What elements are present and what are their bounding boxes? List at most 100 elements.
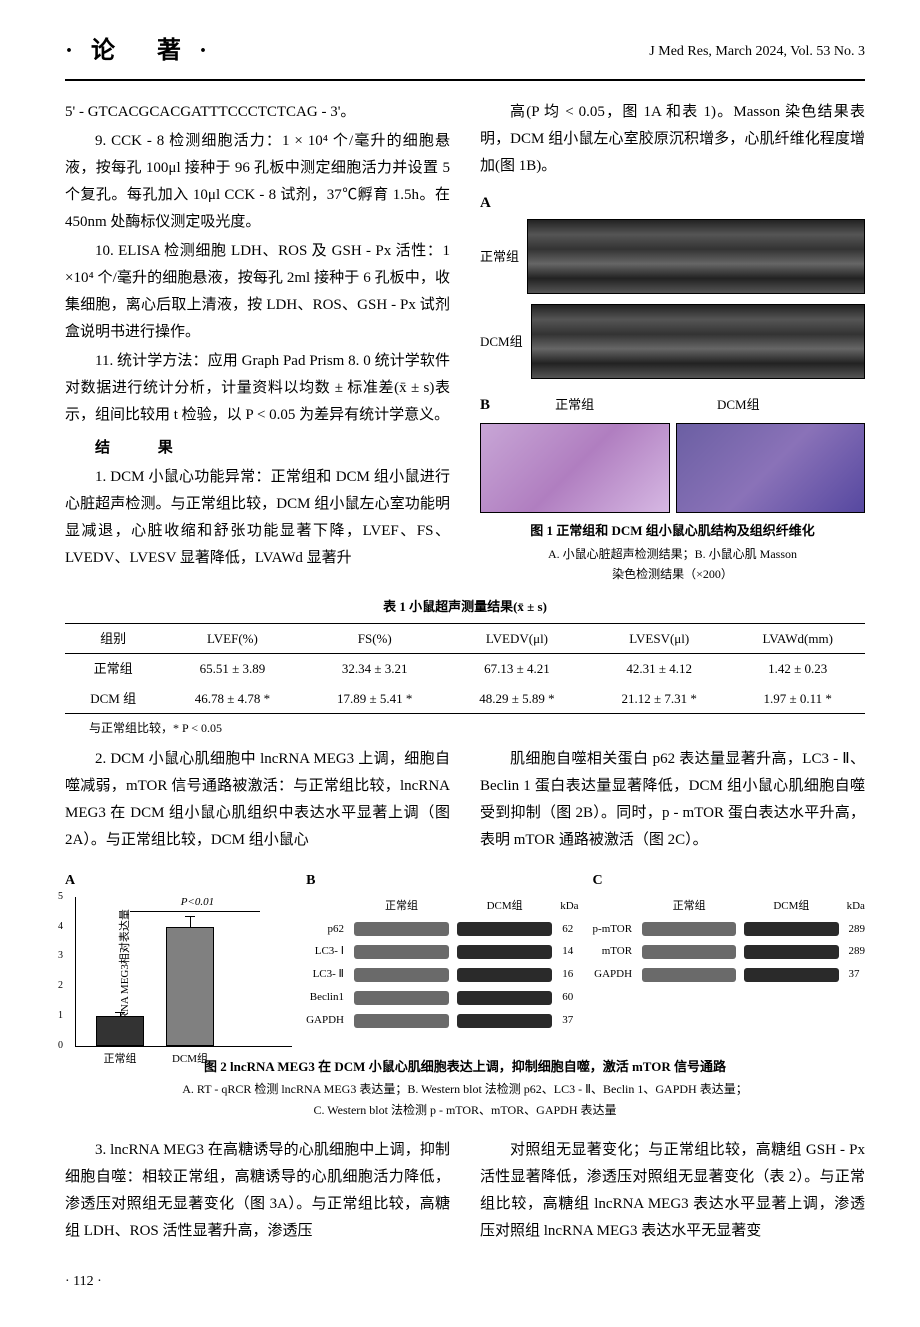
table-1: 表 1 小鼠超声测量结果(x̄ ± s) 组别LVEF(%)FS(%)LVEDV… xyxy=(65,595,865,739)
chart-bar: 正常组 xyxy=(96,897,144,1046)
table-header-cell: LVEF(%) xyxy=(161,623,303,653)
blot-band xyxy=(642,968,736,982)
result-3-left: 3. lncRNA MEG3 在高糖诱导的心肌细胞中上调，抑制细胞自噬：相较正常… xyxy=(65,1137,450,1245)
chart-ytick: 4 xyxy=(58,918,63,936)
fig1-normal-label-a: 正常组 xyxy=(480,245,519,268)
blot-kda-header: kDa xyxy=(560,897,578,917)
blot-band xyxy=(354,922,449,936)
blot-kda: 289 xyxy=(847,920,866,940)
blot-band xyxy=(457,991,552,1005)
table-header-cell: LVESV(μl) xyxy=(588,623,730,653)
chart-ytick: 3 xyxy=(58,947,63,965)
blot-row-label: LC3- Ⅰ xyxy=(306,942,346,962)
blot-band xyxy=(354,991,449,1005)
blot-row-label: GAPDH xyxy=(306,1011,346,1031)
method-10: 10. ELISA 检测细胞 LDH、ROS 及 GSH - Px 活性：1 ×… xyxy=(65,238,450,346)
blot-row-label: p62 xyxy=(306,920,346,940)
section-label: ·论 著· xyxy=(65,30,225,73)
fig1-caption: 图 1 正常组和 DCM 组小鼠心肌结构及组织纤维化 xyxy=(480,519,865,542)
fig1-subcaption-a: A. 小鼠心脏超声检测结果；B. 小鼠心肌 Masson xyxy=(480,545,865,563)
table-cell: DCM 组 xyxy=(65,684,161,714)
page-number: · 112 · xyxy=(65,1269,865,1294)
blot-band xyxy=(354,1014,449,1028)
blot-row-label: Beclin1 xyxy=(306,988,346,1008)
blot-band xyxy=(354,945,449,959)
blot-kda: 60 xyxy=(560,988,578,1008)
blot-band xyxy=(744,945,838,959)
table-cell: 46.78 ± 4.78 * xyxy=(161,684,303,714)
table-header-cell: LVEDV(μl) xyxy=(446,623,588,653)
blot-row-label: LC3- Ⅱ xyxy=(306,965,346,985)
table-cell: 21.12 ± 7.31 * xyxy=(588,684,730,714)
table-cell: 48.29 ± 5.89 * xyxy=(446,684,588,714)
table-cell: 42.31 ± 4.12 xyxy=(588,654,730,684)
blot-band xyxy=(457,922,552,936)
journal-info: J Med Res, March 2024, Vol. 53 No. 3 xyxy=(649,39,865,64)
blot-band xyxy=(457,968,552,982)
method-11: 11. 统计学方法：应用 Graph Pad Prism 8. 0 统计学软件对… xyxy=(65,348,450,429)
table1-note: 与正常组比较，* P < 0.05 xyxy=(65,718,865,740)
table-cell: 65.51 ± 3.89 xyxy=(161,654,303,684)
table-cell: 17.89 ± 5.41 * xyxy=(304,684,446,714)
result-1-right: 高(P 均 < 0.05，图 1A 和表 1)。Masson 染色结果表明，DC… xyxy=(480,99,865,180)
blot-row-label: mTOR xyxy=(593,942,635,962)
fig2-c-tag: C xyxy=(593,868,865,893)
page-header: ·论 著· J Med Res, March 2024, Vol. 53 No.… xyxy=(65,30,865,81)
table-cell: 32.34 ± 3.21 xyxy=(304,654,446,684)
figure-2: A lncRNA MEG3相对表达量 P<0.01 012345 正常组DCM组… xyxy=(65,868,865,1047)
fig1-b-normal-label: 正常组 xyxy=(555,393,594,416)
table-cell: 1.97 ± 0.11 * xyxy=(730,684,865,714)
fig1-b-dcm-label: DCM组 xyxy=(717,393,760,416)
blot-kda-header: kDa xyxy=(847,897,866,917)
upper-two-column: 5' - GTCACGCACGATTTCCCTCTCAG - 3'。 9. CC… xyxy=(65,99,865,583)
blot-kda: 37 xyxy=(847,965,866,985)
table-cell: 1.42 ± 0.23 xyxy=(730,654,865,684)
chart-ytick: 5 xyxy=(58,888,63,906)
blot-header: 正常组 xyxy=(354,897,449,917)
blot-header: DCM组 xyxy=(744,897,838,917)
result-1-left: 1. DCM 小鼠心功能异常：正常组和 DCM 组小鼠进行心脏超声检测。与正常组… xyxy=(65,464,450,572)
blot-band xyxy=(642,922,736,936)
blot-band xyxy=(354,968,449,982)
figure-1: A 正常组 DCM组 B 正常组 DCM组 图 1 正常组和 DCM 组小鼠心肌… xyxy=(480,190,865,582)
table1-title: 表 1 小鼠超声测量结果(x̄ ± s) xyxy=(65,595,865,618)
table-cell: 67.13 ± 4.21 xyxy=(446,654,588,684)
blot-band xyxy=(457,945,552,959)
method-9: 9. CCK - 8 检测细胞活力：1 × 10⁴ 个/毫升的细胞悬液，按每孔 … xyxy=(65,128,450,236)
fig1-dcm-label-a: DCM组 xyxy=(480,330,523,353)
fig2-bar-chart: lncRNA MEG3相对表达量 P<0.01 012345 正常组DCM组 xyxy=(75,897,292,1047)
result-2-right: 肌细胞自噬相关蛋白 p62 表达量显著升高，LC3 - Ⅱ、Beclin 1 蛋… xyxy=(480,746,865,854)
blot-kda: 16 xyxy=(560,965,578,985)
fig2-a-tag: A xyxy=(65,868,292,893)
results-heading: 结 果 xyxy=(65,435,450,462)
blot-band xyxy=(642,945,736,959)
table-header-cell: LVAWd(mm) xyxy=(730,623,865,653)
blot-band xyxy=(457,1014,552,1028)
section2-two-column: 2. DCM 小鼠心肌细胞中 lncRNA MEG3 上调，细胞自噬减弱，mTO… xyxy=(65,746,865,856)
result-3-right: 对照组无显著变化；与正常组比较，高糖组 GSH - Px 活性显著降低，渗透压对… xyxy=(480,1137,865,1245)
fig1-subcaption-b: 染色检测结果（×200） xyxy=(480,565,865,583)
table-cell: 正常组 xyxy=(65,654,161,684)
blot-kda: 14 xyxy=(560,942,578,962)
fig1-panel-a-label: A xyxy=(480,195,491,211)
blot-header: DCM组 xyxy=(457,897,552,917)
fig1-masson-dcm xyxy=(676,423,866,513)
blot-band xyxy=(744,922,838,936)
blot-kda: 62 xyxy=(560,920,578,940)
fig2-panel-b: B 正常组DCM组kDap6262LC3- Ⅰ14LC3- Ⅱ16Beclin1… xyxy=(306,868,578,1031)
primer-sequence: 5' - GTCACGCACGATTTCCCTCTCAG - 3'。 xyxy=(65,99,450,126)
result-2-left: 2. DCM 小鼠心肌细胞中 lncRNA MEG3 上调，细胞自噬减弱，mTO… xyxy=(65,746,450,854)
fig1-masson-normal xyxy=(480,423,670,513)
chart-ytick: 1 xyxy=(58,1007,63,1025)
chart-xlabel: 正常组 xyxy=(104,1050,137,1070)
blot-band xyxy=(744,968,838,982)
fig2-panel-a: A lncRNA MEG3相对表达量 P<0.01 012345 正常组DCM组 xyxy=(65,868,292,1047)
table1-table: 组别LVEF(%)FS(%)LVEDV(μl)LVESV(μl)LVAWd(mm… xyxy=(65,623,865,714)
fig1-echo-dcm xyxy=(531,304,865,379)
chart-ytick: 0 xyxy=(58,1037,63,1055)
table-row: 正常组65.51 ± 3.8932.34 ± 3.2167.13 ± 4.214… xyxy=(65,654,865,684)
fig2-sub1: A. RT - qRCR 检测 lncRNA MEG3 表达量；B. Weste… xyxy=(65,1080,865,1099)
chart-xlabel: DCM组 xyxy=(172,1050,208,1070)
section3-two-column: 3. lncRNA MEG3 在高糖诱导的心肌细胞中上调，抑制细胞自噬：相较正常… xyxy=(65,1137,865,1247)
fig1-panel-b-label: B xyxy=(480,397,490,413)
